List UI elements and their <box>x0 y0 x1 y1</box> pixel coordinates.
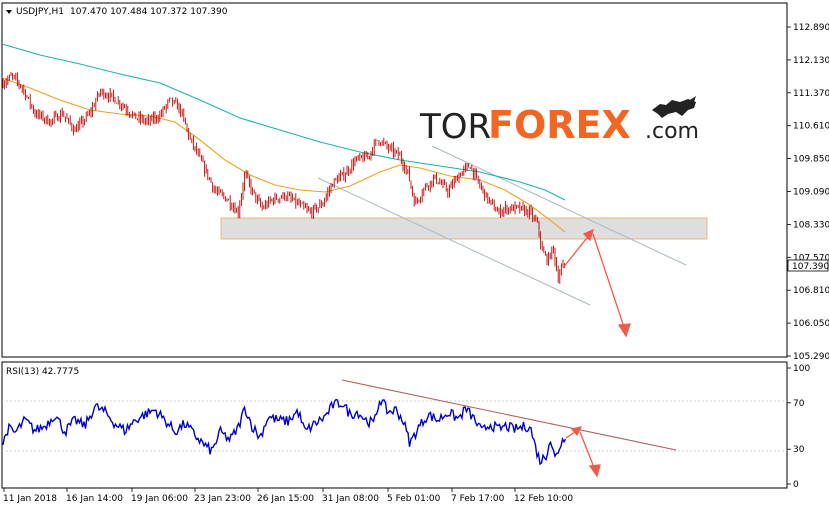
logo-com: .com <box>645 119 699 144</box>
ma-fast-line <box>1 77 566 233</box>
logo-tor: TOR <box>419 107 491 147</box>
current-price-box <box>787 259 829 272</box>
time-axis-label: 5 Feb 01:00 <box>387 494 441 504</box>
time-axis-label: 23 Jan 23:00 <box>194 494 251 504</box>
price-axis-label: 105.290 <box>793 352 829 362</box>
rsi-line <box>2 398 567 466</box>
price-candles <box>2 71 566 284</box>
channel-lower-line[interactable] <box>317 177 591 306</box>
time-axis-label: 16 Jan 14:00 <box>66 494 123 504</box>
price-axis[interactable]: 112.890 112.130 111.370 110.610 109.850 109.0… <box>787 23 829 362</box>
price-axis-label: 106.810 <box>793 286 829 296</box>
forecast-arrows-rsi <box>565 426 601 478</box>
rsi-panel[interactable] <box>1 361 788 489</box>
ma-slow-line <box>1 43 566 201</box>
price-axis-label: 111.370 <box>793 89 829 99</box>
rsi-trendline[interactable] <box>341 379 677 451</box>
price-axis-label: 108.330 <box>793 220 829 230</box>
bull-icon <box>652 96 696 118</box>
price-axis-label: 107.570 <box>793 253 829 263</box>
rsi-axis-label: 100 <box>793 364 810 374</box>
rsi-axis-label: 70 <box>793 399 805 409</box>
torforex-logo: TOR FOREX .com <box>419 96 699 147</box>
chart-ohlc: 107.470 107.484 107.372 107.390 <box>70 7 228 17</box>
rsi-title: RSI(13) 42.7775 <box>6 367 79 377</box>
time-axis-label: 19 Jan 06:00 <box>131 494 188 504</box>
rsi-axis[interactable]: 100 70 30 0 <box>787 364 810 490</box>
price-axis-label: 109.090 <box>793 188 829 198</box>
price-axis-label: 112.890 <box>793 23 829 33</box>
rsi-axis-label: 30 <box>793 445 805 455</box>
current-price-label: 107.390 <box>792 262 829 272</box>
triangle-down-icon[interactable] <box>6 10 12 14</box>
time-axis[interactable]: 11 Jan 2018 16 Jan 14:00 19 Jan 06:00 23 Ja… <box>3 488 573 504</box>
channel-upper-line[interactable] <box>431 145 687 266</box>
price-axis-label: 106.050 <box>793 319 829 329</box>
time-axis-label: 11 Jan 2018 <box>3 494 57 504</box>
rsi-axis-label: 0 <box>793 480 799 490</box>
time-axis-label: 12 Feb 10:00 <box>514 494 573 504</box>
price-panel[interactable] <box>1 2 788 358</box>
price-axis-label: 110.610 <box>793 122 829 132</box>
time-axis-label: 7 Feb 17:00 <box>451 494 505 504</box>
logo-forex: FOREX <box>488 103 631 147</box>
chart-symbol: USDJPY,H1 <box>16 7 64 17</box>
time-axis-label: 31 Jan 08:00 <box>322 494 379 504</box>
price-axis-label: 112.130 <box>793 56 829 66</box>
support-zone <box>220 217 708 240</box>
forecast-arrows-price <box>562 228 631 338</box>
price-axis-label: 109.850 <box>793 155 829 165</box>
time-axis-label: 26 Jan 15:00 <box>257 494 314 504</box>
